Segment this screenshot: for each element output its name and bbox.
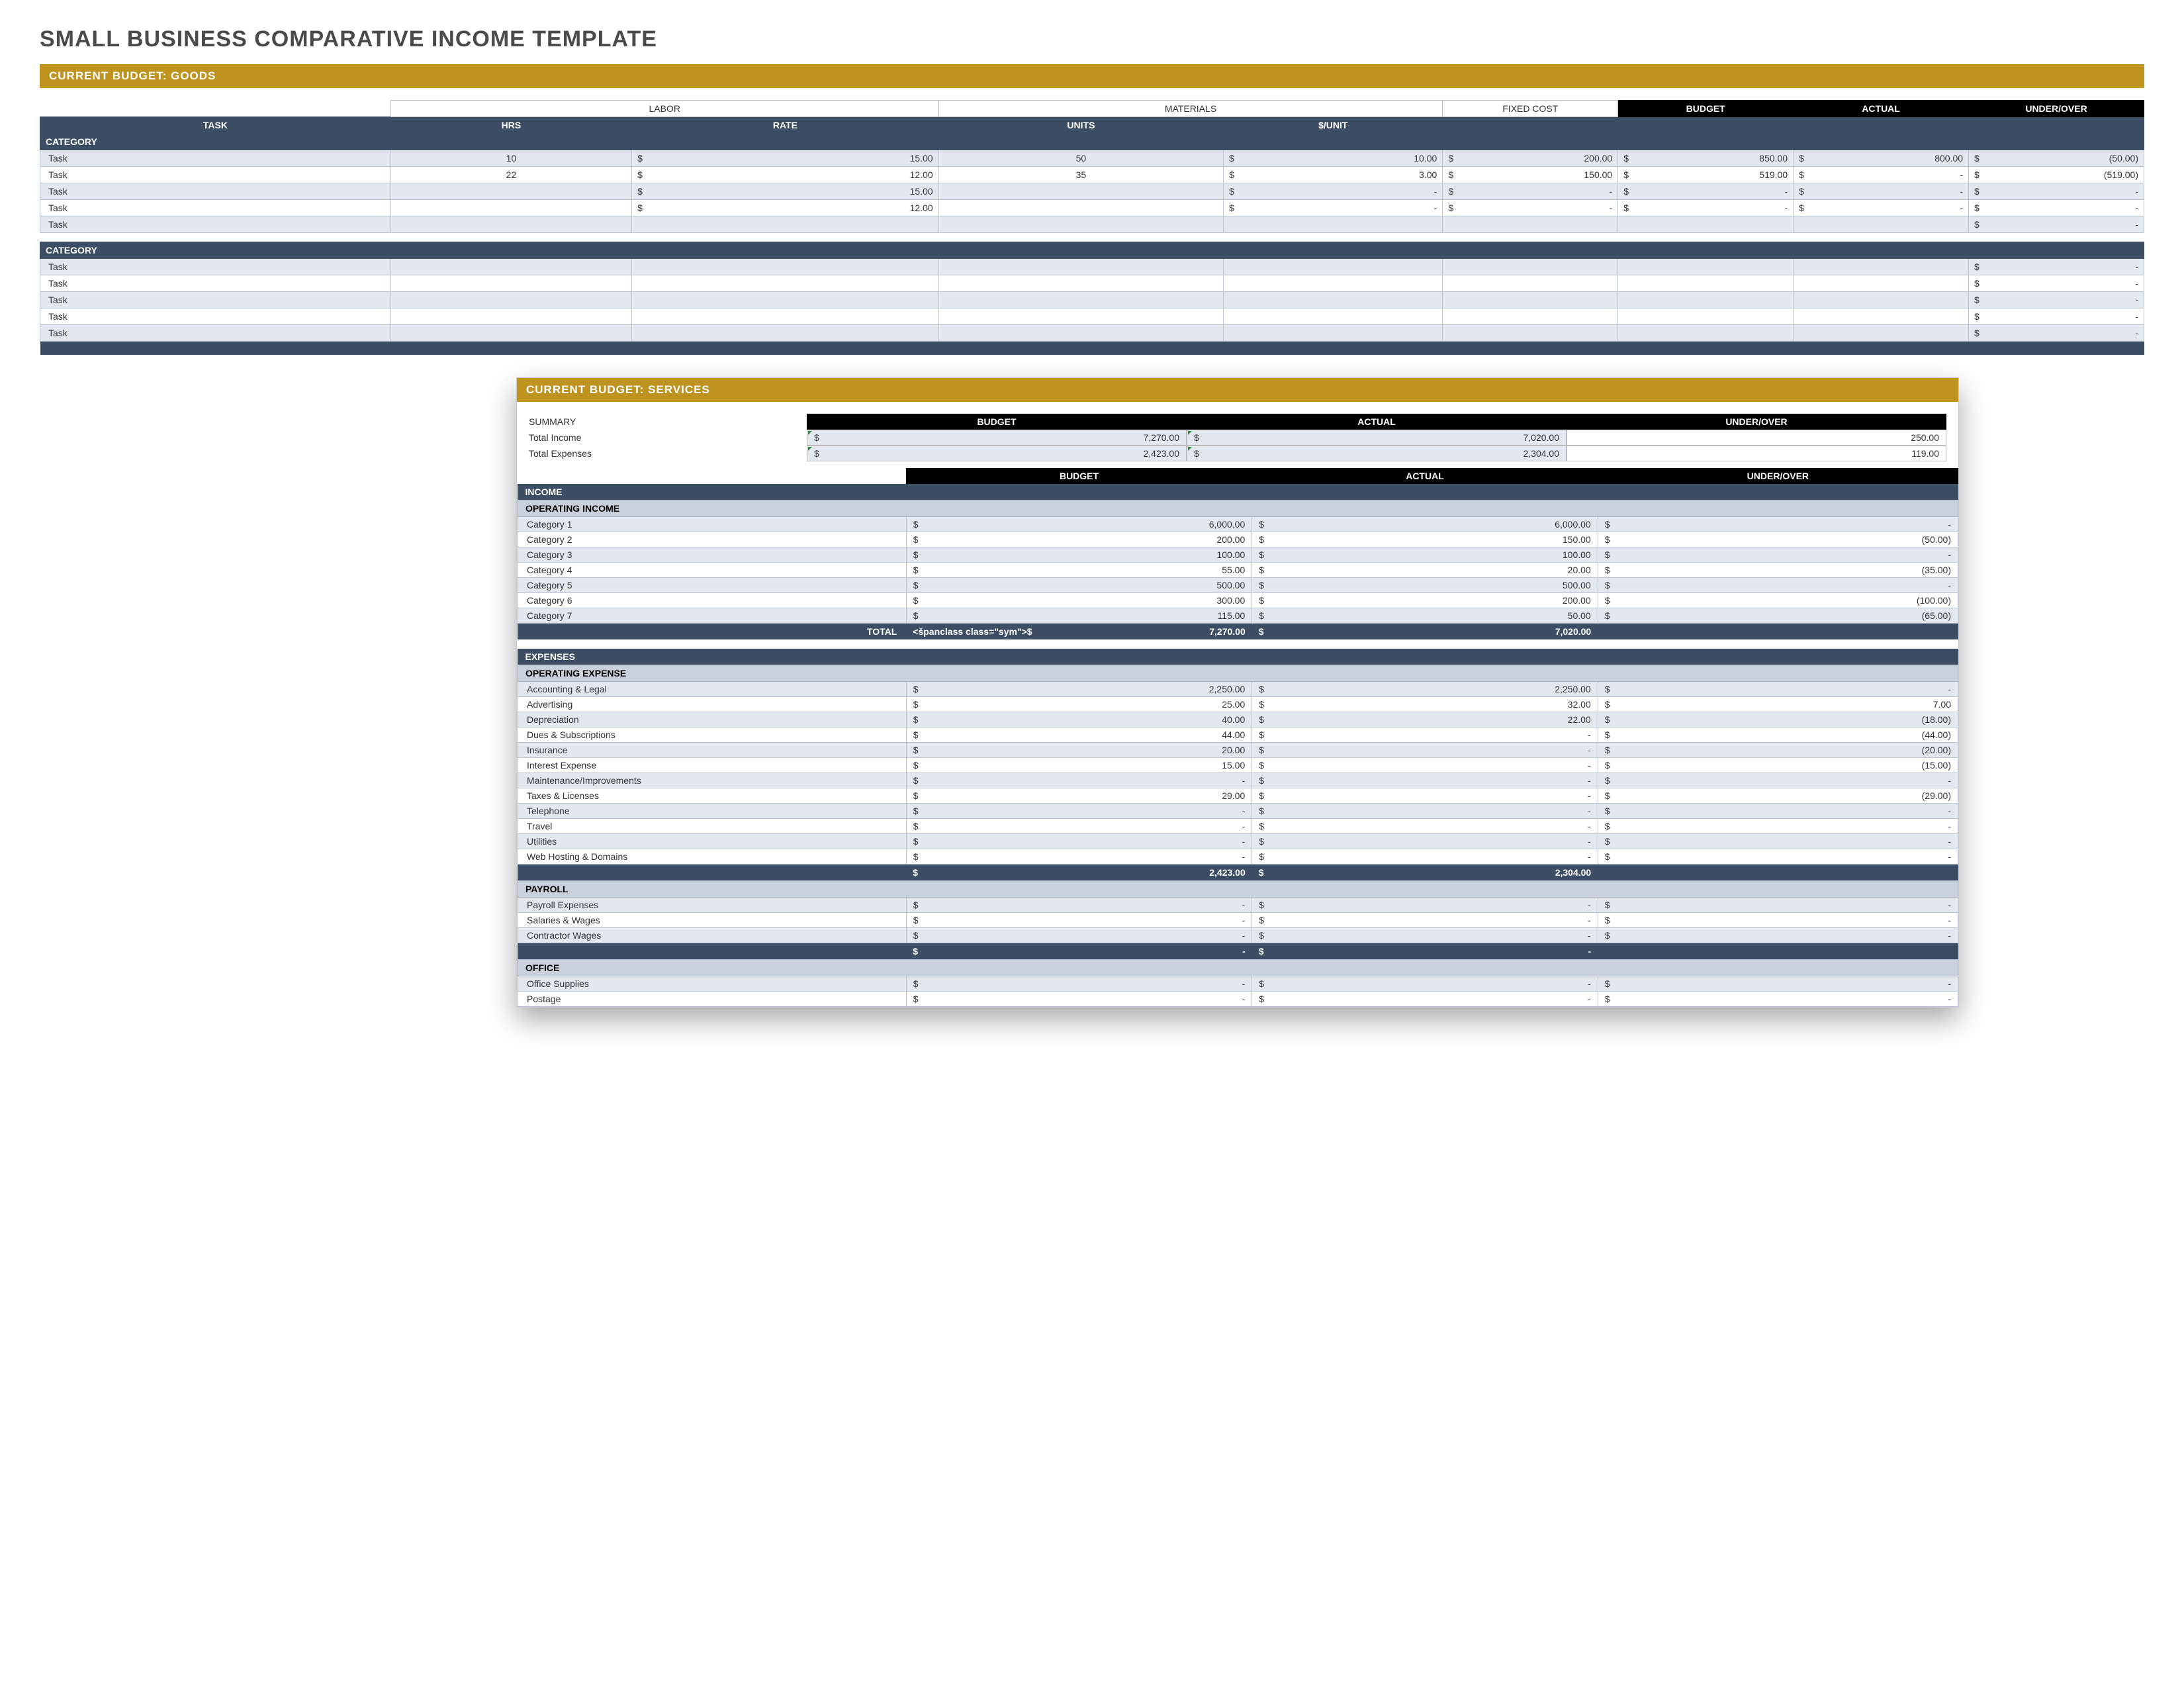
svc-row[interactable]: Maintenance/Improvements$-$-$-: [518, 773, 1958, 788]
summary-exp-budget[interactable]: $2,423.00: [807, 445, 1187, 461]
svc-row[interactable]: Insurance$20.00$-$(20.00): [518, 743, 1958, 758]
page-title: SMALL BUSINESS COMPARATIVE INCOME TEMPLA…: [40, 26, 2144, 52]
summary-income-budget[interactable]: $7,270.00: [807, 430, 1187, 445]
section-income: INCOME: [518, 484, 1958, 500]
svc-row[interactable]: Category 2$200.00$150.00$(50.00): [518, 532, 1958, 547]
subsection-op-expense: OPERATING EXPENSE: [518, 665, 1958, 682]
svc-row[interactable]: Salaries & Wages$-$-$-: [518, 913, 1958, 928]
summary-title: SUMMARY: [529, 414, 794, 430]
svc-row[interactable]: Category 1$6,000.00$6,000.00$-: [518, 517, 1958, 532]
payroll-total-row: $- $-: [518, 943, 1958, 960]
svc-row[interactable]: Office Supplies$-$-$-: [518, 976, 1958, 992]
expense-total-row: $2,423.00 $2,304.00: [518, 865, 1958, 881]
goods-row[interactable]: Task10$15.0050$10.00$200.00$850.00$800.0…: [40, 150, 2144, 167]
svc-row[interactable]: Travel$-$-$-: [518, 819, 1958, 834]
goods-row[interactable]: Task$-: [40, 308, 2144, 325]
goods-category-1: CATEGORY: [40, 134, 2144, 150]
svc-row[interactable]: Category 7$115.00$50.00$(65.00): [518, 608, 1958, 624]
goods-row[interactable]: Task$-: [40, 275, 2144, 292]
goods-group-header-row: LABOR MATERIALS FIXED COST BUDGET ACTUAL…: [40, 101, 2144, 117]
svc-row[interactable]: Taxes & Licenses$29.00$-$(29.00): [518, 788, 1958, 804]
svc-hdr-actual: ACTUAL: [1252, 468, 1598, 484]
summary-exp-actual[interactable]: $2,304.00: [1187, 445, 1567, 461]
svc-row[interactable]: Category 6$300.00$200.00$(100.00): [518, 593, 1958, 608]
svc-row[interactable]: Category 4$55.00$20.00$(35.00): [518, 563, 1958, 578]
svc-row[interactable]: Dues & Subscriptions$44.00$-$(44.00): [518, 727, 1958, 743]
services-banner: CURRENT BUDGET: SERVICES: [517, 378, 1958, 402]
subsection-op-income: OPERATING INCOME: [518, 500, 1958, 517]
summary-hdr-actual: ACTUAL: [1187, 414, 1567, 430]
group-under: UNDER/OVER: [1969, 101, 2144, 117]
goods-table-wrap: LABOR MATERIALS FIXED COST BUDGET ACTUAL…: [40, 100, 2144, 355]
svc-row[interactable]: Category 5$500.00$500.00$-: [518, 578, 1958, 593]
services-table: BUDGET ACTUAL UNDER/OVER INCOME OPERATIN…: [517, 468, 1958, 1007]
col-units: UNITS: [938, 117, 1223, 134]
summary-income-under[interactable]: 250.00: [1567, 430, 1946, 445]
group-materials: MATERIALS: [938, 101, 1443, 117]
goods-col-header-row: TASK HRS RATE UNITS $/UNIT: [40, 117, 2144, 134]
goods-row[interactable]: Task$-: [40, 292, 2144, 308]
goods-row[interactable]: Task$-: [40, 325, 2144, 342]
category-label: CATEGORY: [40, 134, 2144, 150]
goods-row[interactable]: Task22$12.0035$3.00$150.00$519.00$-$(519…: [40, 167, 2144, 183]
svc-hdr-budget: BUDGET: [906, 468, 1251, 484]
goods-row[interactable]: Task$-: [40, 216, 2144, 233]
col-hrs: HRS: [390, 117, 631, 134]
svc-row[interactable]: Web Hosting & Domains$-$-$-: [518, 849, 1958, 865]
summary-income-label: Total Income: [529, 430, 794, 445]
svc-hdr-under: UNDER/OVER: [1598, 468, 1958, 484]
svc-row[interactable]: Contractor Wages$-$-$-: [518, 928, 1958, 943]
summary-hdr-under: UNDER/OVER: [1567, 414, 1946, 430]
group-fixed: FIXED COST: [1443, 101, 1618, 117]
subsection-office: OFFICE: [518, 960, 1958, 976]
svc-row[interactable]: Category 3$100.00$100.00$-: [518, 547, 1958, 563]
svc-row[interactable]: Interest Expense$15.00$-$(15.00): [518, 758, 1958, 773]
subsection-payroll: PAYROLL: [518, 881, 1958, 898]
services-summary: SUMMARY Total Income Total Expenses BUDG…: [529, 414, 1946, 461]
svc-row[interactable]: Depreciation$40.00$22.00$(18.00): [518, 712, 1958, 727]
summary-exp-under[interactable]: 119.00: [1567, 445, 1946, 461]
group-labor: LABOR: [390, 101, 938, 117]
svc-row[interactable]: Utilities$-$-$-: [518, 834, 1958, 849]
goods-table: LABOR MATERIALS FIXED COST BUDGET ACTUAL…: [40, 100, 2144, 355]
col-task: TASK: [40, 117, 391, 134]
summary-expenses-label: Total Expenses: [529, 445, 794, 461]
group-actual: ACTUAL: [1794, 101, 1969, 117]
goods-category-2: CATEGORY: [40, 242, 2144, 259]
col-per-unit: $/UNIT: [1224, 117, 1443, 134]
income-total-label: TOTAL: [518, 624, 907, 640]
group-budget: BUDGET: [1618, 101, 1794, 117]
services-panel: CURRENT BUDGET: SERVICES SUMMARY Total I…: [516, 377, 1959, 1008]
svc-row[interactable]: Accounting & Legal$2,250.00$2,250.00$-: [518, 682, 1958, 697]
svc-row[interactable]: Payroll Expenses$-$-$-: [518, 898, 1958, 913]
goods-banner: CURRENT BUDGET: GOODS: [40, 64, 2144, 88]
goods-row[interactable]: Task$12.00$-$-$-$-$-: [40, 200, 2144, 216]
section-expenses: EXPENSES: [518, 649, 1958, 665]
goods-footer-bar: [40, 342, 2144, 355]
goods-row[interactable]: Task$-: [40, 259, 2144, 275]
category-label: CATEGORY: [40, 242, 2144, 259]
svc-row[interactable]: Advertising$25.00$32.00$7.00: [518, 697, 1958, 712]
income-total-row: TOTAL <španclass class="sym">$7,270.00 $…: [518, 624, 1958, 640]
goods-row[interactable]: Task$15.00$-$-$-$-$-: [40, 183, 2144, 200]
summary-hdr-budget: BUDGET: [807, 414, 1187, 430]
svc-row[interactable]: Postage$-$-$-: [518, 992, 1958, 1007]
col-rate: RATE: [632, 117, 939, 134]
summary-income-actual[interactable]: $7,020.00: [1187, 430, 1567, 445]
svc-row[interactable]: Telephone$-$-$-: [518, 804, 1958, 819]
